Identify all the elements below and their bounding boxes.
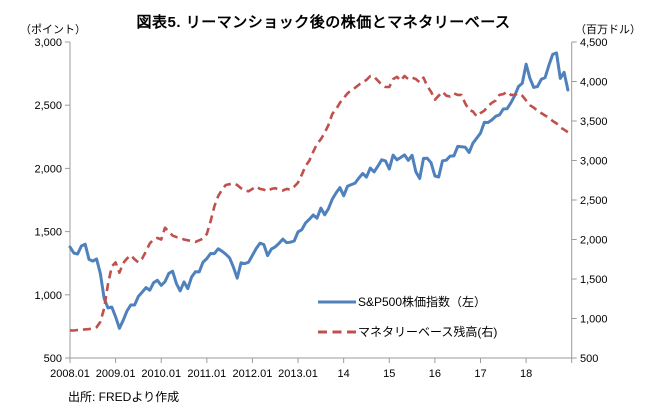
y-axis-right-tick-label: 3,000 [580,156,608,168]
y-axis-right-tick-label: 1,500 [580,274,608,286]
x-axis-tick-label: 15 [383,368,395,380]
legend: S&P500株価指数（左） マネタリーベース残高(右) [318,293,497,340]
legend-label-sp500: S&P500株価指数（左） [358,295,487,309]
y-axis-right-tick-label: 2,000 [580,235,608,247]
y-axis-right-tick-label: 1,000 [580,314,608,326]
x-axis-tick-label: 18 [520,368,532,380]
monetary-base-series-line [69,74,569,332]
x-axis-tick-label: 16 [429,368,441,380]
x-axis-tick-label: 17 [474,368,486,380]
y-axis-right-tick-label: 500 [580,353,598,365]
y-axis-left-tick-label: 3,000 [34,37,62,49]
x-axis-tick-label: 2011.01 [187,368,226,380]
x-axis-tick-label: 2013.01 [278,368,318,380]
legend-label-monetary-base: マネタリーベース残高(右) [358,325,498,339]
source-note: 出所: FREDより作成 [68,390,180,404]
x-axis-tick-label: 2010.01 [141,368,181,380]
monetary-base-line-swatch [318,330,356,333]
legend-item-monetary-base: マネタリーベース残高(右) [318,323,497,340]
y-axis-left-tick-label: 1,500 [34,227,62,239]
x-axis-tick-label: 14 [338,368,350,380]
y-axis-right-tick-label: 4,000 [580,77,608,89]
chart-title: 図表5. リーマンショック後の株価とマネタリーベース [136,14,511,31]
y-axis-left-tick-label: 500 [44,353,62,365]
y-axis-right-tick-label: 4,500 [580,37,608,49]
y-axis-left-tick-label: 2,500 [34,100,62,112]
left-axis-unit-label: （ポイント） [20,24,86,36]
x-axis-tick-label: 2008.01 [50,368,90,380]
x-axis-tick-label: 2009.01 [96,368,136,380]
y-axis-right-tick-label: 2,500 [580,195,608,207]
x-axis-tick-label: 2012.01 [233,368,273,380]
y-axis-left-tick-label: 1,000 [34,290,62,302]
right-axis-unit-label: （百万ドル） [575,24,641,36]
y-axis-left-tick-label: 2,000 [34,163,62,175]
y-axis-right-tick-label: 3,500 [580,116,608,128]
sp500-series-line [68,51,570,330]
legend-item-sp500: S&P500株価指数（左） [318,293,497,310]
sp500-line-swatch [318,300,356,303]
